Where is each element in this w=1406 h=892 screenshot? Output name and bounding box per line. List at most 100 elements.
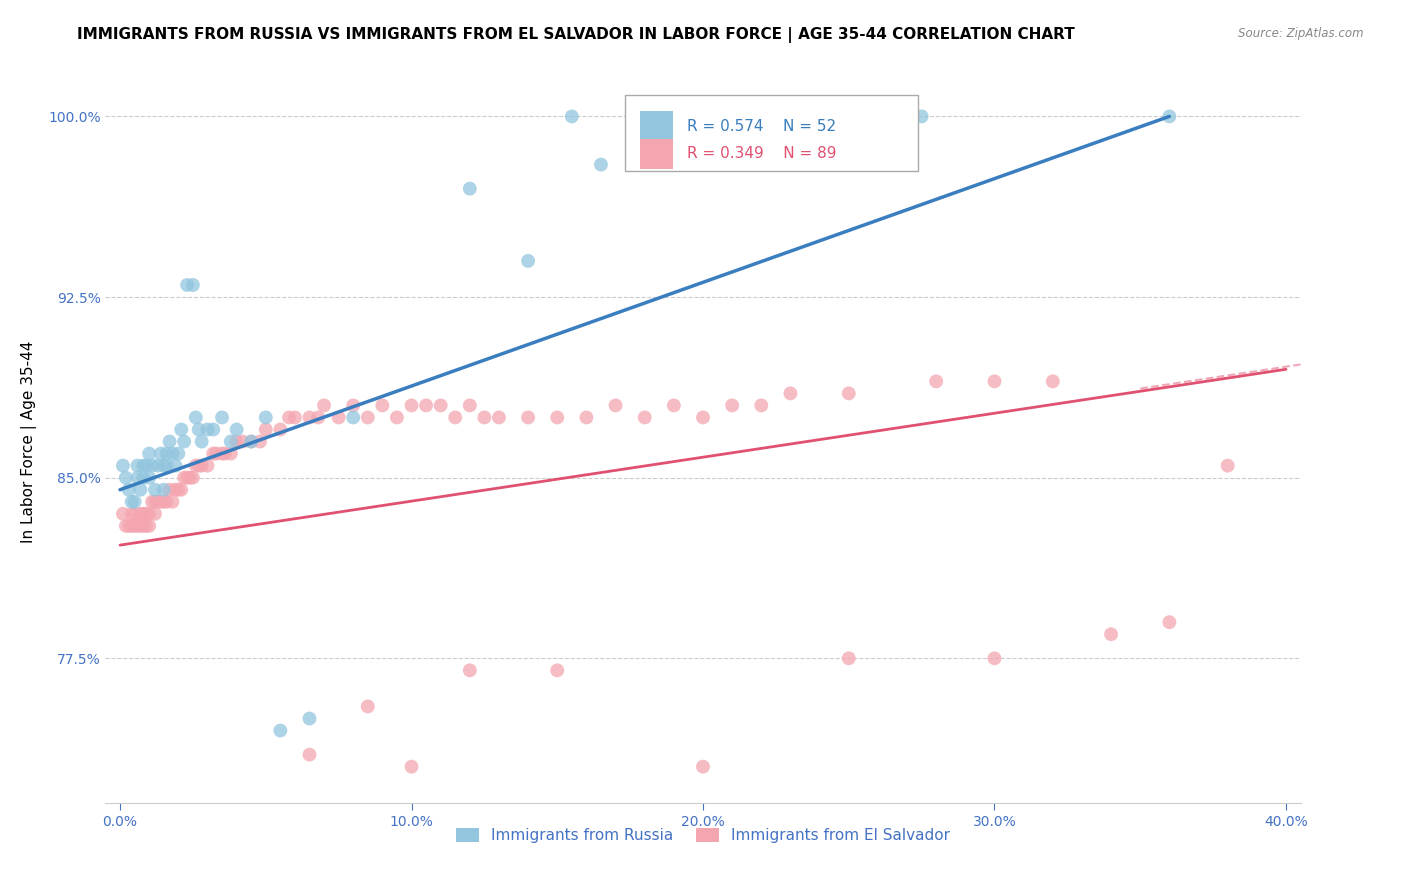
Point	[127, 458, 149, 473]
Point	[202, 423, 225, 437]
Point	[458, 399, 481, 413]
Point	[328, 410, 350, 425]
Y-axis label: In Labor Force | Age 35-44: In Labor Force | Age 35-44	[21, 341, 37, 542]
Point	[146, 494, 169, 508]
Point	[838, 386, 860, 401]
Point	[143, 483, 166, 497]
Point	[706, 158, 728, 172]
Point	[124, 507, 146, 521]
Point	[187, 423, 209, 437]
Point	[634, 109, 657, 123]
Point	[605, 399, 627, 413]
Point	[415, 399, 437, 413]
Text: Source: ZipAtlas.com: Source: ZipAtlas.com	[1239, 27, 1364, 40]
Point	[312, 399, 335, 413]
Point	[115, 471, 138, 485]
Point	[152, 458, 174, 473]
Point	[910, 109, 932, 123]
Point	[124, 519, 146, 533]
Point	[838, 651, 860, 665]
Point	[138, 471, 160, 485]
Point	[254, 410, 277, 425]
Point	[181, 471, 204, 485]
Point	[634, 410, 657, 425]
Point	[298, 410, 321, 425]
Point	[546, 410, 568, 425]
Point	[138, 446, 160, 460]
Point	[167, 446, 190, 460]
Point	[184, 410, 207, 425]
Point	[141, 458, 163, 473]
Point	[357, 699, 380, 714]
Point	[143, 494, 166, 508]
Point	[190, 458, 212, 473]
Point	[307, 410, 329, 425]
Point	[231, 434, 253, 449]
Point	[162, 446, 184, 460]
Point	[589, 158, 612, 172]
Point	[662, 109, 685, 123]
Point	[1159, 109, 1181, 123]
Point	[118, 483, 141, 497]
Point	[156, 458, 179, 473]
Point	[342, 399, 364, 413]
Point	[190, 434, 212, 449]
Point	[401, 760, 423, 774]
Point	[135, 458, 157, 473]
Text: R = 0.349    N = 89: R = 0.349 N = 89	[688, 146, 837, 161]
Point	[662, 399, 685, 413]
Point	[141, 494, 163, 508]
Point	[211, 446, 233, 460]
Point	[181, 277, 204, 292]
Point	[132, 519, 155, 533]
Point	[146, 458, 169, 473]
Point	[118, 519, 141, 533]
Point	[143, 507, 166, 521]
Point	[458, 664, 481, 678]
Point	[173, 471, 195, 485]
Point	[176, 471, 198, 485]
Point	[135, 519, 157, 533]
Point	[249, 434, 271, 449]
Point	[132, 507, 155, 521]
Point	[152, 494, 174, 508]
Point	[721, 399, 744, 413]
Point	[138, 507, 160, 521]
Text: R = 0.574    N = 52: R = 0.574 N = 52	[688, 120, 837, 134]
Point	[474, 410, 496, 425]
Point	[983, 374, 1005, 388]
Point	[159, 434, 181, 449]
Point	[149, 494, 172, 508]
Point	[401, 399, 423, 413]
Point	[132, 471, 155, 485]
Point	[121, 519, 143, 533]
Point	[1159, 615, 1181, 630]
FancyBboxPatch shape	[640, 112, 673, 142]
Point	[925, 374, 948, 388]
Point	[173, 434, 195, 449]
Point	[197, 423, 219, 437]
Point	[159, 483, 181, 497]
Point	[162, 494, 184, 508]
Point	[149, 446, 172, 460]
Point	[546, 664, 568, 678]
Point	[342, 410, 364, 425]
Point	[156, 446, 179, 460]
Point	[135, 507, 157, 521]
Point	[385, 410, 408, 425]
Point	[1042, 374, 1064, 388]
Point	[205, 446, 228, 460]
Point	[219, 434, 242, 449]
Point	[152, 483, 174, 497]
Point	[202, 446, 225, 460]
Point	[298, 747, 321, 762]
Point	[240, 434, 263, 449]
Point	[749, 158, 772, 172]
Point	[284, 410, 307, 425]
Point	[124, 494, 146, 508]
Point	[129, 507, 152, 521]
Point	[219, 446, 242, 460]
FancyBboxPatch shape	[640, 139, 673, 169]
Point	[357, 410, 380, 425]
Text: IMMIGRANTS FROM RUSSIA VS IMMIGRANTS FROM EL SALVADOR IN LABOR FORCE | AGE 35-44: IMMIGRANTS FROM RUSSIA VS IMMIGRANTS FRO…	[77, 27, 1076, 43]
